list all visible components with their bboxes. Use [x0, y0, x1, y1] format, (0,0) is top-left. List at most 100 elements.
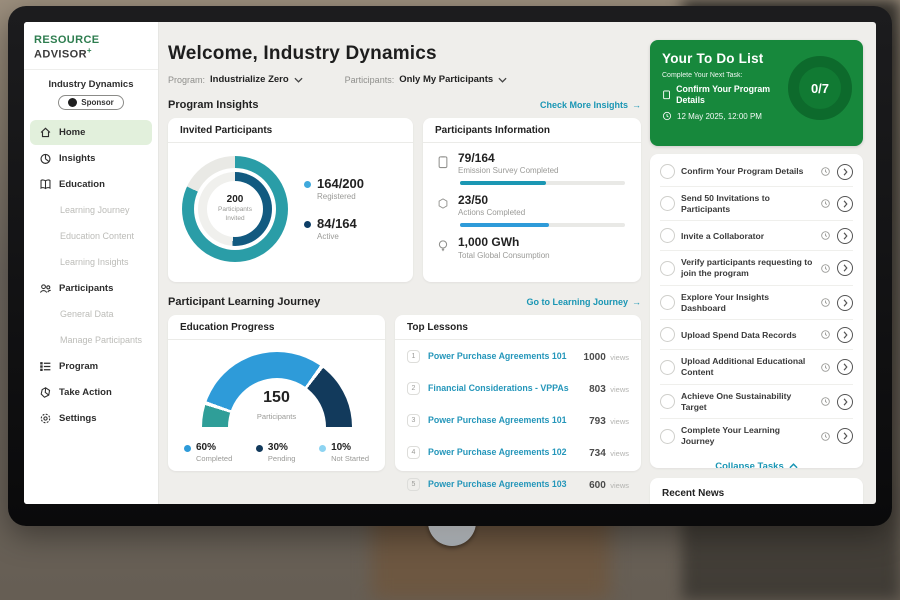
sidebar-item-home[interactable]: Home [30, 119, 152, 145]
legend-dot [304, 221, 311, 228]
sidebar-item-program[interactable]: Program [30, 354, 152, 379]
sidebar-item-participants[interactable]: Participants [30, 276, 152, 301]
task-open-button[interactable] [837, 359, 853, 376]
sidebar-item-insights[interactable]: Insights [30, 146, 152, 171]
sidebar-item-take-action[interactable]: Take Action [30, 380, 152, 405]
todo-progress-value: 0/7 [810, 80, 830, 96]
task-checkbox[interactable] [660, 327, 675, 343]
survey-icon [438, 156, 448, 169]
task-row: Achieve One Sustainability Target [660, 385, 853, 420]
legend-dot [255, 445, 263, 452]
legend-item-not-started: 10% Not Started [319, 442, 369, 463]
task-open-button[interactable] [837, 326, 853, 343]
collapse-tasks-link[interactable]: Collapse Tasks [660, 453, 853, 468]
task-label: Confirm Your Program Details [681, 166, 804, 177]
donut-center-value: 200 [226, 194, 244, 206]
card-title: Education Progress [168, 315, 385, 340]
task-row: Invite a Collaborator [660, 221, 853, 252]
task-label: Verify participants requesting to join t… [681, 257, 813, 279]
todo-progress-ring: 0/7 [788, 56, 852, 120]
org-name: Industry Dynamics [48, 78, 134, 90]
sidebar-item-label: Insights [59, 152, 96, 164]
sidebar-item-learning-journey[interactable]: Learning Journey [30, 198, 152, 223]
actions-icon [438, 198, 448, 209]
lesson-rank: 2 [407, 381, 420, 395]
go-to-learning-journey-link[interactable]: Go to Learning Journey → [526, 297, 641, 307]
logo-text-primary: RESOURCE [34, 34, 100, 46]
card-title: Participants Information [423, 118, 641, 143]
sidebar-nav: Home Insights Education Learning Journey… [24, 119, 158, 431]
participants-filter-dropdown[interactable]: Participants: Only My Participants [345, 74, 508, 85]
page-title: Welcome, Industry Dynamics [168, 43, 437, 64]
stat-label: Actions Completed [458, 208, 526, 218]
lesson-views-label: views [610, 353, 629, 362]
sidebar-item-manage-participants[interactable]: Manage Participants [30, 328, 152, 353]
legend-label: Not Started [331, 454, 369, 463]
task-open-button[interactable] [837, 260, 853, 277]
program-filter-dropdown[interactable]: Program: Industrialize Zero [168, 74, 303, 85]
legend-value: 10% [331, 442, 352, 453]
lesson-row: 5 Power Purchase Agreements 103 600 view… [395, 468, 641, 500]
task-label: Upload Additional Educational Content [681, 356, 806, 378]
sponsor-icon [68, 97, 78, 107]
sidebar-item-learning-insights[interactable]: Learning Insights [30, 250, 152, 275]
participants-filter-label: Participants: [344, 74, 395, 85]
clock-icon [662, 112, 672, 121]
legend-item-completed: 60% Completed [184, 442, 232, 463]
lesson-row: 3 Power Purchase Agreements 101 793 view… [395, 404, 641, 436]
clock-icon [821, 330, 830, 340]
education-gauge-chart: 150 Participants [201, 352, 352, 430]
sidebar-item-settings[interactable]: Settings [30, 406, 152, 431]
sidebar-item-general-data[interactable]: General Data [30, 302, 152, 327]
chevron-down-icon [498, 77, 507, 83]
lesson-link[interactable]: Power Purchase Agreements 101 [428, 415, 567, 425]
check-more-insights-link[interactable]: Check More Insights → [540, 100, 641, 110]
task-checkbox[interactable] [660, 394, 675, 410]
book-icon [40, 179, 51, 189]
sidebar-item-education-content[interactable]: Education Content [30, 224, 152, 249]
people-icon [39, 283, 51, 293]
task-open-button[interactable] [837, 294, 853, 311]
lesson-rank: 3 [407, 413, 420, 427]
clock-icon [821, 263, 830, 273]
lesson-link[interactable]: Financial Considerations - VPPAs [428, 383, 569, 393]
section-title: Program Insights [168, 99, 259, 111]
legend-label: Completed [196, 454, 233, 463]
task-checkbox[interactable] [660, 359, 675, 375]
task-checkbox[interactable] [660, 428, 675, 444]
task-checkbox[interactable] [660, 295, 675, 311]
program-filter-label: Program: [168, 74, 206, 85]
stat-value: 1,000 GWh [458, 235, 520, 250]
chevron-right-icon [843, 331, 848, 339]
clipboard-icon [663, 90, 670, 100]
task-open-button[interactable] [837, 163, 853, 180]
task-checkbox[interactable] [660, 196, 675, 212]
task-open-button[interactable] [837, 428, 853, 445]
todo-title: Your To Do List [662, 51, 764, 66]
lesson-link[interactable]: Power Purchase Agreements 103 [428, 479, 567, 489]
task-checkbox[interactable] [660, 260, 675, 276]
task-open-button[interactable] [837, 393, 853, 410]
task-checkbox[interactable] [660, 228, 675, 244]
lesson-rank: 1 [407, 349, 420, 363]
task-checkbox[interactable] [660, 164, 675, 179]
link-label: Go to Learning Journey [526, 297, 628, 307]
task-row: Explore Your Insights Dashboard [660, 286, 853, 321]
task-row: Upload Spend Data Records [660, 320, 853, 351]
sidebar-item-label: Manage Participants [60, 335, 143, 346]
lesson-views: 1000 [583, 352, 606, 363]
take-action-icon [40, 386, 51, 398]
lesson-link[interactable]: Power Purchase Agreements 101 [428, 351, 567, 361]
section-title: Participant Learning Journey [168, 296, 321, 308]
sidebar-item-label: Home [59, 126, 86, 138]
task-open-button[interactable] [837, 195, 853, 212]
logo-text-secondary: ADVISOR [34, 48, 87, 61]
legend-item-registered: 164/200 Registered [304, 176, 364, 201]
lesson-link[interactable]: Power Purchase Agreements 102 [428, 447, 567, 457]
todo-summary-card: Your To Do List Complete Your Next Task:… [650, 40, 863, 146]
donut-legend: 164/200 Registered 84/164 Active [304, 176, 364, 241]
sidebar-item-label: Learning Journey [60, 205, 130, 216]
task-label: Complete Your Learning Journey [681, 425, 780, 447]
task-open-button[interactable] [837, 227, 853, 244]
sidebar-item-education[interactable]: Education [30, 172, 152, 197]
